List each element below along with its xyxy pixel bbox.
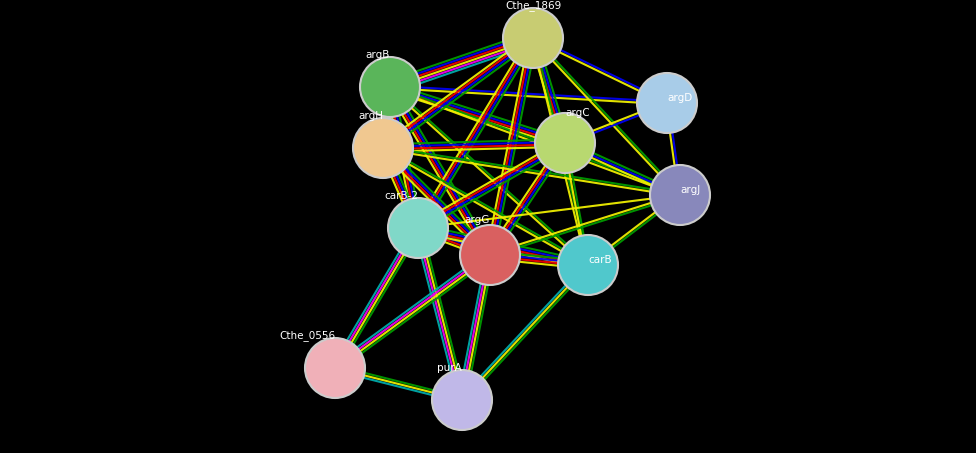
Text: argB: argB	[366, 50, 390, 60]
Circle shape	[388, 198, 448, 258]
Circle shape	[652, 167, 708, 223]
Circle shape	[353, 118, 413, 178]
Text: Cthe_1869: Cthe_1869	[505, 0, 561, 11]
Circle shape	[560, 237, 616, 293]
Text: carB: carB	[588, 255, 612, 265]
Circle shape	[305, 338, 365, 398]
Text: purA: purA	[437, 363, 462, 373]
Text: argC: argC	[565, 108, 590, 118]
Circle shape	[558, 235, 618, 295]
Text: Cthe_0556: Cthe_0556	[279, 331, 335, 342]
Circle shape	[503, 8, 563, 68]
Circle shape	[650, 165, 710, 225]
Circle shape	[537, 115, 593, 171]
Circle shape	[637, 73, 697, 133]
Text: argJ: argJ	[680, 185, 700, 195]
Circle shape	[362, 59, 418, 115]
Circle shape	[639, 75, 695, 131]
Circle shape	[360, 57, 420, 117]
Text: argD: argD	[667, 93, 692, 103]
Text: argH: argH	[358, 111, 383, 121]
Circle shape	[434, 372, 490, 428]
Circle shape	[462, 227, 518, 283]
Text: argG: argG	[465, 215, 490, 225]
Circle shape	[307, 340, 363, 396]
Circle shape	[505, 10, 561, 66]
Text: carB-2: carB-2	[384, 191, 418, 201]
Circle shape	[432, 370, 492, 430]
Circle shape	[390, 200, 446, 256]
Circle shape	[460, 225, 520, 285]
Circle shape	[535, 113, 595, 173]
Circle shape	[355, 120, 411, 176]
